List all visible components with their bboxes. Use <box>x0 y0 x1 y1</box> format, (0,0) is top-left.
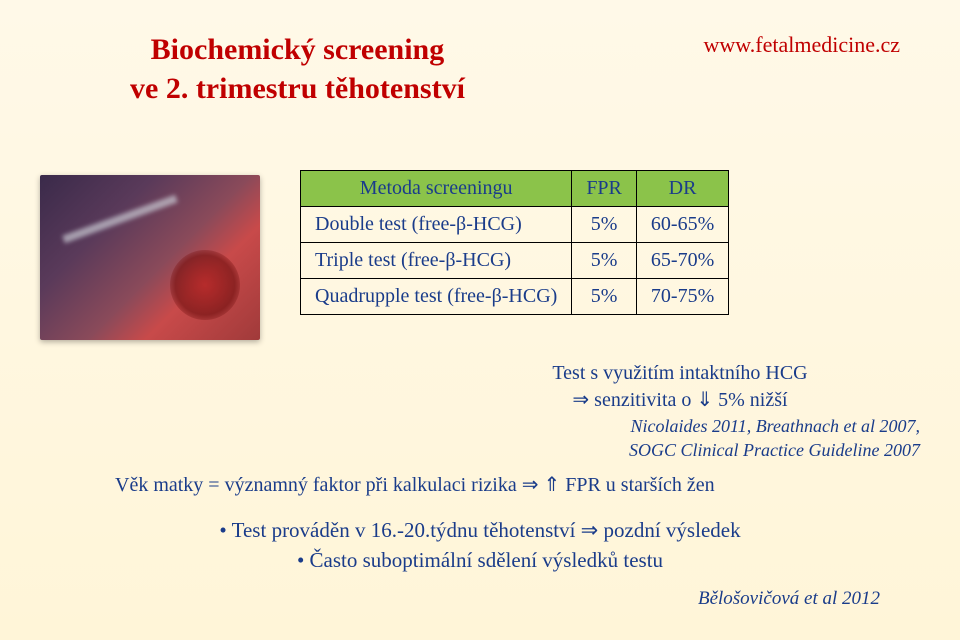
syringe-photo <box>40 175 260 340</box>
maternal-age-line: Věk matky = významný faktor při kalkulac… <box>115 472 715 497</box>
cell-dr: 65-70% <box>636 243 728 279</box>
page-url: www.fetalmedicine.cz <box>704 32 900 58</box>
col-method: Metoda screeningu <box>301 171 572 207</box>
note-line-2: ⇒ senzitivita o ⇓ 5% nižší <box>440 387 920 414</box>
screening-table: Metoda screeningu FPR DR Double test (fr… <box>300 170 729 315</box>
cell-dr: 60-65% <box>636 207 728 243</box>
note-ref-1: Nicolaides 2011, Breathnach et al 2007, <box>440 414 920 438</box>
bullet-1: • Test prováděn v 16.-20.týdnu těhotenst… <box>0 515 960 545</box>
bullet-2: • Často suboptimální sdělení výsledků te… <box>0 545 960 575</box>
title-line-1: Biochemický screening <box>130 30 465 69</box>
note-ref-2: SOGC Clinical Practice Guideline 2007 <box>440 438 920 462</box>
table-row: Double test (free-β-HCG) 5% 60-65% <box>301 207 729 243</box>
cell-method: Triple test (free-β-HCG) <box>301 243 572 279</box>
title-line-2: ve 2. trimestru těhotenství <box>130 69 465 108</box>
cell-method: Double test (free-β-HCG) <box>301 207 572 243</box>
bullet-list: • Test prováděn v 16.-20.týdnu těhotenst… <box>0 515 960 576</box>
cell-fpr: 5% <box>572 207 637 243</box>
table-row: Triple test (free-β-HCG) 5% 65-70% <box>301 243 729 279</box>
cell-dr: 70-75% <box>636 279 728 315</box>
hcg-note: Test s využitím intaktního HCG ⇒ senziti… <box>440 360 920 463</box>
cell-method: Quadrupple test (free-β-HCG) <box>301 279 572 315</box>
table-row: Quadrupple test (free-β-HCG) 5% 70-75% <box>301 279 729 315</box>
col-dr: DR <box>636 171 728 207</box>
bottom-reference: Bělošovičová et al 2012 <box>698 588 880 610</box>
col-fpr: FPR <box>572 171 637 207</box>
table-header-row: Metoda screeningu FPR DR <box>301 171 729 207</box>
note-line-1: Test s využitím intaktního HCG <box>440 360 920 387</box>
page-title: Biochemický screening ve 2. trimestru tě… <box>130 30 465 108</box>
cell-fpr: 5% <box>572 279 637 315</box>
cell-fpr: 5% <box>572 243 637 279</box>
